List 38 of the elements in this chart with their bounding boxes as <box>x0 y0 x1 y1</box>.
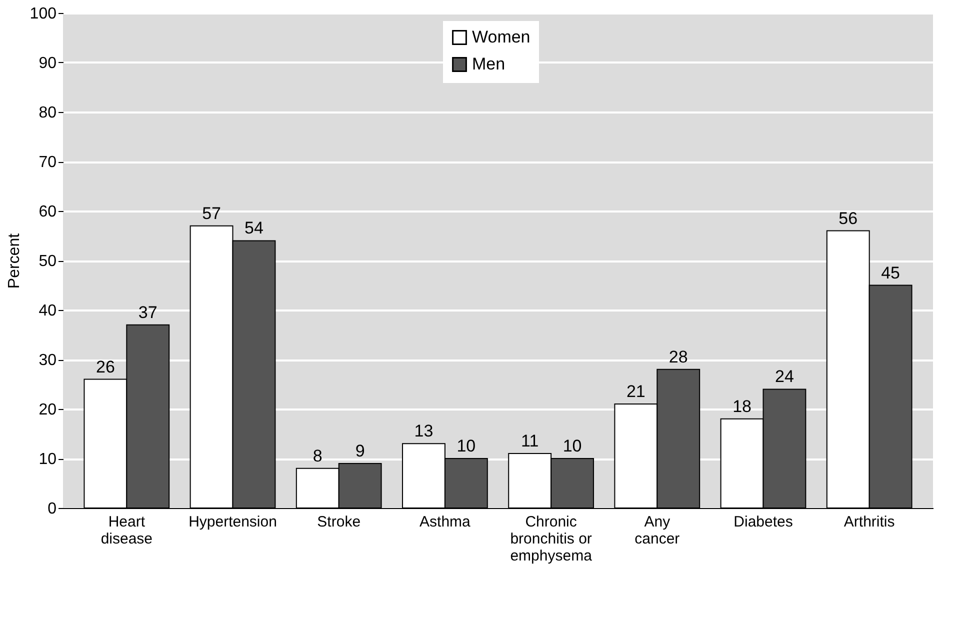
x-tick-label: Stroke <box>317 514 361 530</box>
data-label: 28 <box>668 347 688 366</box>
y-tick-label: 70 <box>38 154 57 171</box>
data-label: 10 <box>562 436 582 456</box>
data-label: 54 <box>244 218 264 238</box>
data-label: 24 <box>775 367 794 386</box>
y-tick-label: 10 <box>38 451 57 468</box>
data-label: 57 <box>202 204 221 223</box>
legend-label: Men <box>472 54 506 74</box>
y-tick-label: 100 <box>30 6 57 22</box>
y-tick-label: 30 <box>38 352 57 369</box>
x-tick-label: Arthritis <box>844 514 895 530</box>
x-tick-label: Diabetes <box>734 514 793 530</box>
data-label: 37 <box>138 302 158 322</box>
data-label: 11 <box>521 432 539 451</box>
data-label: 9 <box>355 441 365 460</box>
x-tick-label: Chronic bronchitis or emphysema <box>510 514 593 564</box>
y-tick-label: 20 <box>38 402 57 418</box>
data-label: 45 <box>881 263 900 282</box>
y-axis-title: Percent <box>6 232 23 289</box>
y-tick-label: 80 <box>38 104 57 122</box>
y-tick-label: 50 <box>38 253 57 270</box>
data-label: 26 <box>96 357 115 376</box>
y-tick-label: 90 <box>38 55 57 72</box>
x-tick-label: Asthma <box>420 514 472 530</box>
data-label: 21 <box>626 382 646 402</box>
y-tick-label: 60 <box>38 204 57 220</box>
legend-label: Women <box>472 28 530 46</box>
data-label: 56 <box>838 208 858 228</box>
data-label: 13 <box>414 422 434 441</box>
data-label: 18 <box>732 396 752 416</box>
x-tick-label: Heart disease <box>100 514 153 548</box>
data-label: 10 <box>456 436 476 456</box>
y-tick-label: 40 <box>38 302 57 320</box>
x-tick-label: Hypertension <box>188 514 277 530</box>
data-label: 8 <box>312 446 322 466</box>
y-tick-label: 0 <box>48 500 57 518</box>
x-tick-label: Any cancer <box>634 514 680 548</box>
